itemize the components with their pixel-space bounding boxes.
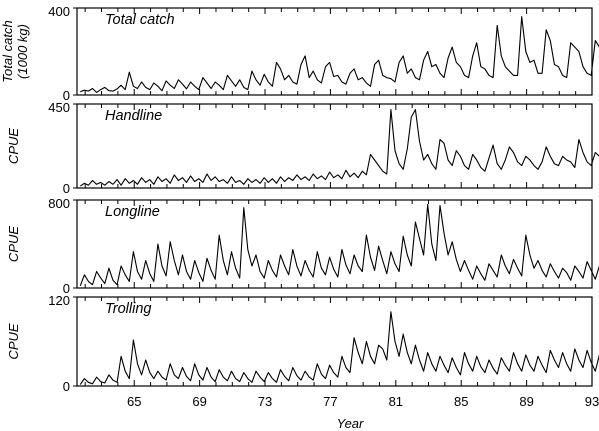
panel-title: Total catch: [105, 12, 175, 28]
y-tick-label: 0: [63, 281, 70, 296]
panel-trolling: 0 120 CPUE Trolling: [6, 293, 599, 394]
y-tick-label: 450: [48, 100, 70, 115]
y-axis-label-line: CPUE: [6, 226, 21, 262]
y-axis-label: CPUE: [6, 323, 21, 359]
series-line-handline: [79, 109, 599, 187]
y-tick-label: 0: [63, 88, 70, 103]
panel-frame: [76, 103, 593, 189]
y-tick-label: 0: [63, 379, 70, 394]
y-axis-label: CPUE: [6, 128, 21, 164]
x-tick-label: 93: [585, 394, 599, 409]
series-line-trolling: [79, 311, 599, 385]
panel-longline: 0 800 CPUE Longline: [6, 196, 599, 296]
x-tick-label: 77: [323, 394, 337, 409]
panel-title: Trolling: [105, 301, 151, 317]
y-axis-label-line: (1000 kg): [15, 24, 30, 79]
x-tick-label: 85: [454, 394, 468, 409]
y-axis-label-line: CPUE: [6, 128, 21, 164]
panel-title: Longline: [105, 204, 160, 220]
panel-frame: [76, 7, 593, 96]
series-line-longline: [79, 203, 599, 286]
x-tick-label: 69: [192, 394, 206, 409]
x-tick-label: 81: [389, 394, 403, 409]
x-axis-label: Year: [337, 416, 364, 431]
series-line-total: [80, 16, 599, 93]
y-axis-label: CPUE: [6, 226, 21, 262]
y-tick-label: 400: [48, 4, 70, 19]
y-axis-label: Total catch(1000 kg): [0, 20, 30, 82]
panel-frame: [76, 296, 593, 387]
x-tick-label: 89: [519, 394, 533, 409]
x-axis: 65 69 73 77 81 85 89 93: [127, 394, 599, 409]
y-tick-label: 0: [63, 181, 70, 196]
y-axis-label-line: Total catch: [0, 20, 15, 82]
x-tick-label: 65: [127, 394, 141, 409]
y-tick-label: 800: [48, 196, 70, 211]
panel-frame: [76, 199, 593, 289]
x-tick-label: 73: [258, 394, 272, 409]
y-axis-label-line: CPUE: [6, 323, 21, 359]
y-tick-label: 120: [48, 293, 70, 308]
panel-handline: 0 450 CPUE Handline: [6, 100, 599, 196]
panel-title: Handline: [105, 108, 162, 124]
